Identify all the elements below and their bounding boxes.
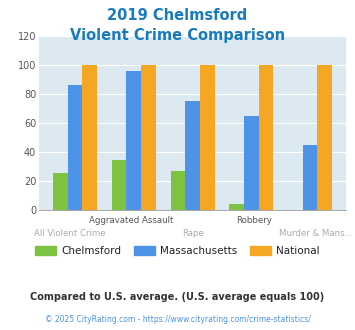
Text: Aggravated Assault: Aggravated Assault — [89, 216, 173, 225]
Bar — [185, 101, 200, 210]
Bar — [170, 171, 185, 210]
Legend: Chelmsford, Massachusetts, National: Chelmsford, Massachusetts, National — [31, 242, 324, 260]
Bar — [229, 204, 244, 210]
Bar — [303, 145, 317, 210]
Bar — [200, 65, 215, 210]
Text: All Violent Crime: All Violent Crime — [34, 229, 105, 238]
Bar — [68, 85, 82, 210]
Text: Murder & Mans...: Murder & Mans... — [279, 229, 352, 238]
Bar — [112, 160, 126, 210]
Text: Violent Crime Comparison: Violent Crime Comparison — [70, 28, 285, 43]
Text: Rape: Rape — [182, 229, 203, 238]
Bar — [244, 116, 259, 210]
Text: Robbery: Robbery — [236, 216, 272, 225]
Bar — [53, 174, 68, 210]
Text: Compared to U.S. average. (U.S. average equals 100): Compared to U.S. average. (U.S. average … — [31, 292, 324, 302]
Bar — [126, 71, 141, 210]
Bar — [259, 65, 273, 210]
Bar — [317, 65, 332, 210]
Text: © 2025 CityRating.com - https://www.cityrating.com/crime-statistics/: © 2025 CityRating.com - https://www.city… — [45, 315, 310, 324]
Bar — [82, 65, 97, 210]
Bar — [141, 65, 156, 210]
Text: 2019 Chelmsford: 2019 Chelmsford — [107, 8, 248, 23]
